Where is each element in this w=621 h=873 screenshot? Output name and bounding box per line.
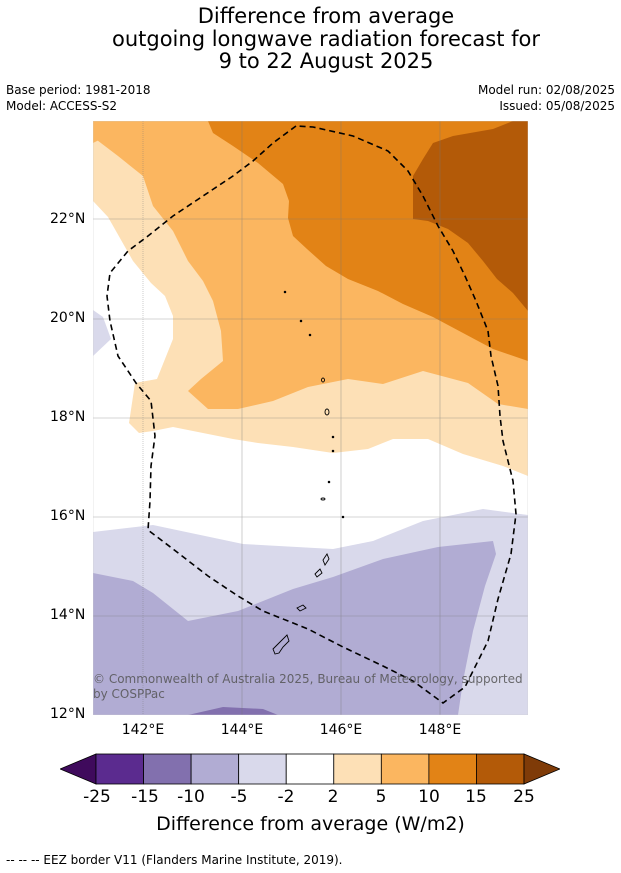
region-pale-orange-left-strip xyxy=(93,131,105,143)
colorbar-label: Difference from average (W/m2) xyxy=(156,813,465,835)
colorbar-bin-0 xyxy=(95,753,144,785)
island-tinian xyxy=(314,568,323,578)
lat-label-14n: 14°N xyxy=(50,607,86,623)
colorbar-bin-1 xyxy=(143,753,192,785)
island-small-5 xyxy=(331,449,335,453)
title-line-1: Difference from average xyxy=(197,4,455,28)
colorbar-bin-6 xyxy=(380,753,430,785)
issued-date: Issued: 05/08/2025 xyxy=(499,99,615,113)
meta-right: Model run: 02/08/2025 Issued: 05/08/2025 xyxy=(478,82,615,114)
lat-label-22n: 22°N xyxy=(50,211,86,227)
colorbar-tick-7: 10 xyxy=(418,787,440,807)
colorbar-extend-low xyxy=(60,753,97,785)
lon-label-146e: 146°E xyxy=(319,722,363,738)
colorbar xyxy=(60,752,560,788)
title-line-3: 9 to 22 August 2025 xyxy=(218,49,434,73)
island-small-6 xyxy=(327,480,331,484)
colorbar-bin-8 xyxy=(476,753,525,785)
colorbar-tick-4: -2 xyxy=(277,787,295,807)
lat-label-20n: 20°N xyxy=(50,310,86,326)
colorbar-tick-8: 15 xyxy=(465,787,487,807)
colorbar-bin-3 xyxy=(238,753,287,785)
island-small-3 xyxy=(321,377,325,383)
base-period: Base period: 1981-2018 xyxy=(6,83,151,97)
lat-label-12n: 12°N xyxy=(50,706,86,722)
meta-left: Base period: 1981-2018 Model: ACCESS-S2 xyxy=(6,82,151,114)
title-line-2: outgoing longwave radiation forecast for xyxy=(111,26,541,51)
colorbar-bin-7 xyxy=(428,753,477,785)
model-name: Model: ACCESS-S2 xyxy=(6,99,118,113)
island-saipan xyxy=(322,553,330,566)
lon-label-144e: 144°E xyxy=(220,722,264,738)
gridlines xyxy=(93,121,528,715)
island-guam xyxy=(272,634,290,655)
colorbar-bin-4 xyxy=(285,753,335,785)
lat-label-18n: 18°N xyxy=(50,409,86,425)
colorbar-tick-0: -25 xyxy=(83,787,111,807)
island-small-1 xyxy=(320,497,326,501)
copyright-notice: © Commonwealth of Australia 2025, Bureau… xyxy=(93,672,523,701)
chart-title: Difference from average outgoing longwav… xyxy=(0,5,621,73)
colorbar-bin-2 xyxy=(190,753,240,785)
colorbar-tick-2: -10 xyxy=(177,787,205,807)
island-small-2 xyxy=(324,408,330,416)
island-small-8 xyxy=(308,333,312,337)
region-light-purple-west xyxy=(93,310,111,356)
map-panel xyxy=(93,121,528,715)
colorbar-tick-9: 25 xyxy=(513,787,535,807)
island-small-4 xyxy=(331,435,335,439)
island-small-10 xyxy=(283,290,287,294)
colorbar-tick-1: -15 xyxy=(131,787,159,807)
island-small-9 xyxy=(299,319,303,323)
footer-note: -- -- -- EEZ border V11 (Flanders Marine… xyxy=(6,853,343,867)
lon-label-148e: 148°E xyxy=(418,722,462,738)
colorbar-svg xyxy=(60,753,560,785)
region-dark-orange xyxy=(413,121,528,311)
islands xyxy=(272,290,345,655)
island-small-7 xyxy=(341,515,345,519)
colorbar-bin-5 xyxy=(333,753,382,785)
lon-label-142e: 142°E xyxy=(121,722,165,738)
eez-border xyxy=(106,125,517,704)
island-rota xyxy=(296,604,307,612)
colorbar-tick-5: 2 xyxy=(327,787,339,807)
colorbar-tick-3: -5 xyxy=(230,787,248,807)
region-dark-purple xyxy=(188,707,278,715)
model-run: Model run: 02/08/2025 xyxy=(477,83,615,97)
colorbar-extend-high xyxy=(523,753,560,785)
lat-label-16n: 16°N xyxy=(50,508,86,524)
colorbar-tick-6: 5 xyxy=(375,787,387,807)
